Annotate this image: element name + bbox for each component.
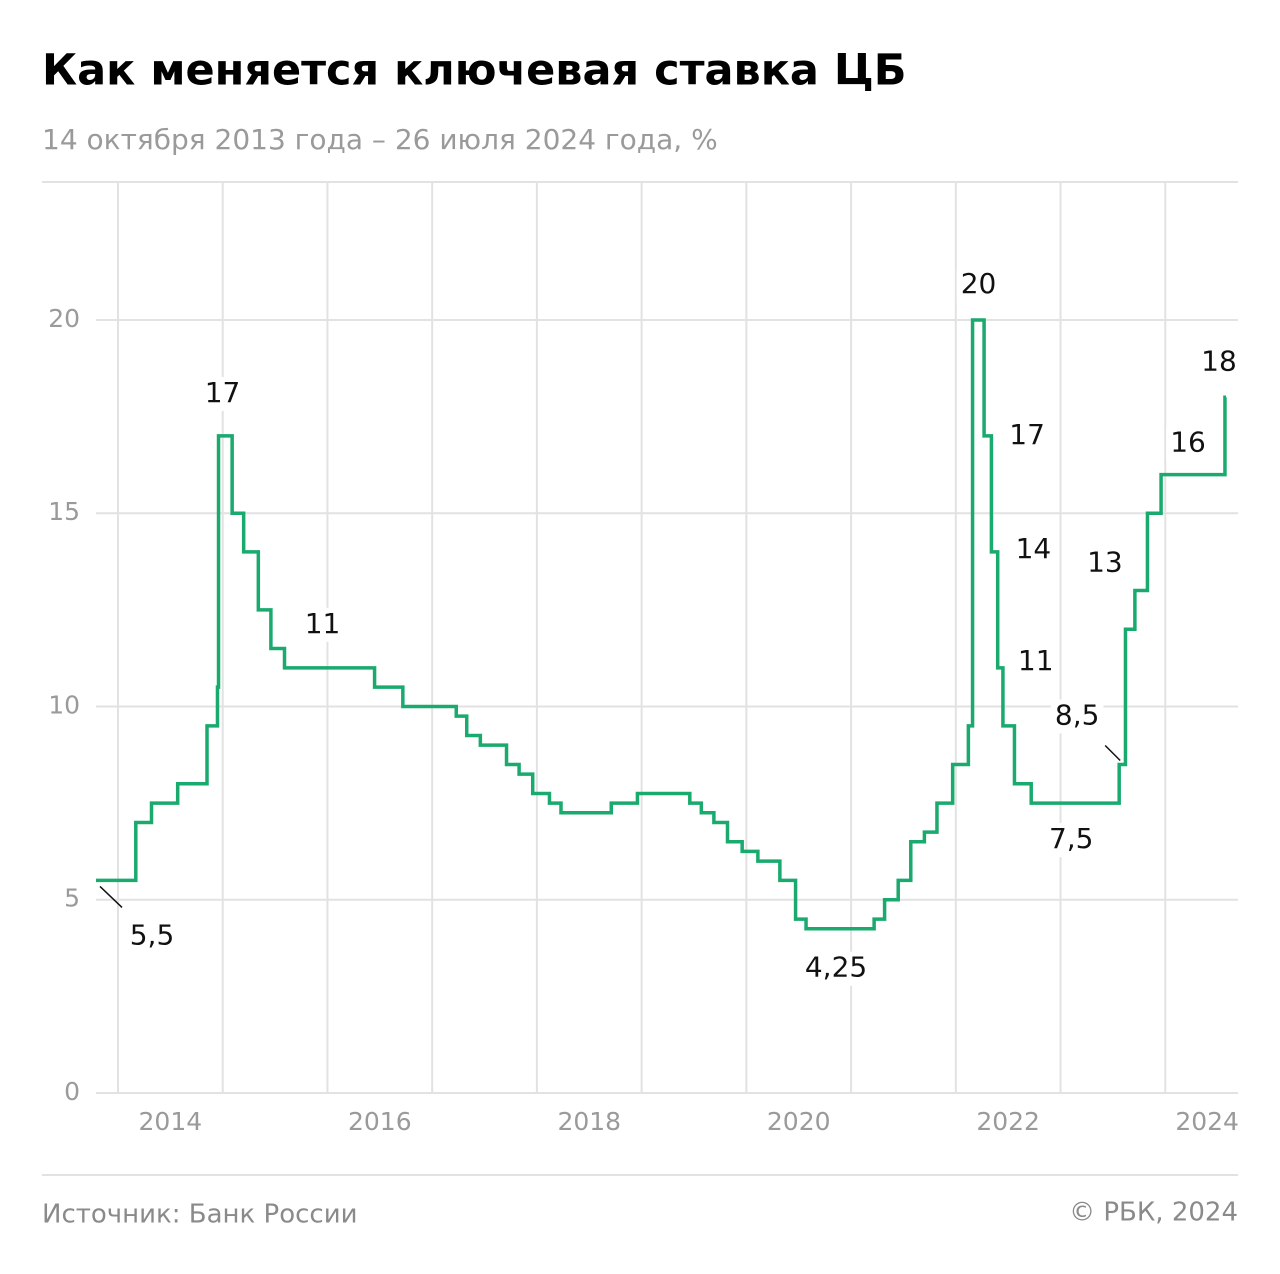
- x-tick-label: 2024: [1175, 1107, 1239, 1136]
- x-tick-label: 2020: [767, 1107, 831, 1136]
- x-tick-label: 2014: [139, 1107, 203, 1136]
- label-halo: [200, 376, 245, 411]
- rate-line: [96, 318, 1227, 931]
- data-label: 20: [961, 267, 997, 300]
- label-halo: [300, 607, 345, 642]
- label-halo: [956, 267, 1001, 302]
- label-halo: [125, 919, 179, 954]
- data-label: 17: [1009, 418, 1045, 451]
- data-label: 17: [205, 376, 241, 409]
- chart-subtitle: 14 октября 2013 года – 26 июля 2024 года…: [42, 123, 718, 156]
- label-leader: [99, 885, 123, 908]
- label-leader: [1104, 744, 1121, 761]
- x-tick-label: 2022: [976, 1107, 1040, 1136]
- y-tick-label: 0: [64, 1077, 80, 1106]
- data-label: 13: [1087, 546, 1123, 579]
- data-label: 14: [1016, 532, 1052, 565]
- y-tick-label: 20: [48, 304, 80, 333]
- label-halo: [1083, 546, 1127, 581]
- x-tick-label: 2018: [557, 1107, 621, 1136]
- label-halo: [1166, 426, 1210, 461]
- data-label: 5,5: [130, 918, 175, 951]
- y-tick-label: 10: [48, 690, 80, 719]
- data-label: 11: [1018, 644, 1054, 677]
- label-halo: [1197, 345, 1241, 380]
- x-tick-label: 2016: [348, 1107, 412, 1136]
- data-label: 4,25: [805, 951, 867, 984]
- credit: © РБК, 2024: [1069, 1198, 1238, 1228]
- data-label: 18: [1201, 344, 1237, 377]
- y-tick-label: 5: [64, 884, 80, 913]
- data-label: 11: [305, 607, 341, 640]
- label-halo: [1005, 418, 1049, 453]
- label-halo: [1013, 644, 1058, 679]
- chart-title: Как меняется ключевая ставка ЦБ: [42, 46, 907, 96]
- y-tick-label: 15: [48, 497, 80, 526]
- source: Источник: Банк России: [42, 1200, 358, 1230]
- label-halo: [1044, 823, 1098, 858]
- label-halo: [1050, 699, 1104, 734]
- data-label: 7,5: [1049, 822, 1094, 855]
- data-label: 8,5: [1055, 698, 1100, 731]
- data-label: 16: [1170, 426, 1206, 459]
- label-halo: [1011, 532, 1056, 567]
- label-halo: [800, 951, 872, 986]
